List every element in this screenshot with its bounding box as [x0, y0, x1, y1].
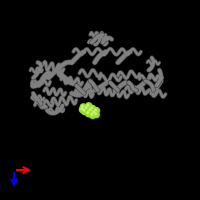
Circle shape — [94, 108, 100, 114]
Circle shape — [92, 110, 98, 116]
Circle shape — [91, 114, 93, 115]
Circle shape — [86, 103, 92, 110]
Circle shape — [93, 108, 99, 113]
Circle shape — [82, 108, 89, 115]
Circle shape — [90, 112, 96, 119]
Circle shape — [91, 107, 93, 108]
Circle shape — [94, 112, 100, 118]
Circle shape — [87, 104, 89, 106]
Circle shape — [88, 108, 94, 114]
Circle shape — [90, 105, 95, 111]
Circle shape — [85, 110, 92, 117]
Circle shape — [95, 109, 96, 111]
Circle shape — [87, 112, 89, 113]
Circle shape — [84, 105, 90, 112]
Circle shape — [87, 107, 94, 114]
Circle shape — [83, 109, 85, 111]
Circle shape — [82, 105, 83, 107]
Circle shape — [80, 107, 86, 113]
Circle shape — [89, 112, 96, 118]
Circle shape — [80, 104, 86, 110]
Circle shape — [79, 106, 86, 113]
Circle shape — [86, 110, 92, 117]
Circle shape — [91, 110, 97, 116]
Circle shape — [95, 113, 96, 115]
Circle shape — [81, 108, 88, 114]
Circle shape — [89, 109, 91, 111]
Circle shape — [81, 108, 83, 110]
Circle shape — [81, 104, 87, 110]
Circle shape — [90, 106, 96, 112]
Circle shape — [84, 105, 91, 112]
Circle shape — [85, 107, 87, 108]
Circle shape — [93, 111, 94, 113]
Circle shape — [94, 112, 99, 117]
Circle shape — [86, 103, 92, 109]
